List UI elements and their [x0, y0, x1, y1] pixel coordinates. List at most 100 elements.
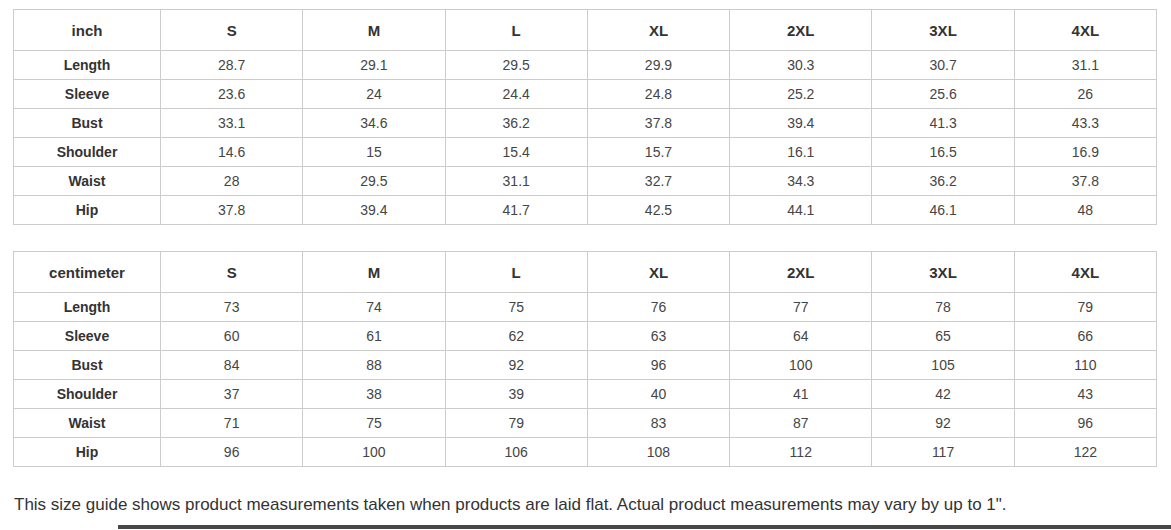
value-cell: 64 [730, 322, 872, 351]
value-cell: 106 [445, 438, 587, 467]
size-table-centimeter: centimeterSMLXL2XL3XL4XLLength7374757677… [13, 251, 1157, 467]
row-label: Shoulder [14, 380, 161, 409]
row-label: Bust [14, 109, 161, 138]
measurement-row: Length28.729.129.529.930.330.731.1 [14, 51, 1157, 80]
value-cell: 83 [587, 409, 729, 438]
value-cell: 29.9 [587, 51, 729, 80]
size-column-header: 4XL [1014, 252, 1156, 293]
measurement-row: Waist2829.531.132.734.336.237.8 [14, 167, 1157, 196]
value-cell: 41.3 [872, 109, 1014, 138]
measurement-row: Sleeve60616263646566 [14, 322, 1157, 351]
value-cell: 92 [445, 351, 587, 380]
value-cell: 41 [730, 380, 872, 409]
value-cell: 37.8 [1014, 167, 1156, 196]
size-column-header: 2XL [730, 252, 872, 293]
row-label: Hip [14, 196, 161, 225]
value-cell: 16.5 [872, 138, 1014, 167]
size-column-header: XL [587, 10, 729, 51]
size-column-header: S [161, 10, 303, 51]
value-cell: 37.8 [161, 196, 303, 225]
value-cell: 37 [161, 380, 303, 409]
unit-header-cell: centimeter [14, 252, 161, 293]
value-cell: 79 [445, 409, 587, 438]
value-cell: 31.1 [1014, 51, 1156, 80]
value-cell: 29.1 [303, 51, 445, 80]
value-cell: 75 [303, 409, 445, 438]
size-guide-page: inchSMLXL2XL3XL4XLLength28.729.129.529.9… [0, 0, 1171, 530]
value-cell: 44.1 [730, 196, 872, 225]
value-cell: 122 [1014, 438, 1156, 467]
size-column-header: M [303, 10, 445, 51]
value-cell: 29.5 [303, 167, 445, 196]
value-cell: 38 [303, 380, 445, 409]
value-cell: 33.1 [161, 109, 303, 138]
value-cell: 48 [1014, 196, 1156, 225]
measurement-row: Hip96100106108112117122 [14, 438, 1157, 467]
row-label: Waist [14, 409, 161, 438]
value-cell: 39.4 [303, 196, 445, 225]
value-cell: 36.2 [445, 109, 587, 138]
size-column-header: 2XL [730, 10, 872, 51]
header-row: inchSMLXL2XL3XL4XL [14, 10, 1157, 51]
size-column-header: L [445, 252, 587, 293]
value-cell: 105 [872, 351, 1014, 380]
value-cell: 78 [872, 293, 1014, 322]
row-label: Sleeve [14, 80, 161, 109]
measurement-row: Waist71757983879296 [14, 409, 1157, 438]
size-column-header: XL [587, 252, 729, 293]
value-cell: 30.7 [872, 51, 1014, 80]
header-row: centimeterSMLXL2XL3XL4XL [14, 252, 1157, 293]
value-cell: 74 [303, 293, 445, 322]
measurement-row: Sleeve23.62424.424.825.225.626 [14, 80, 1157, 109]
value-cell: 32.7 [587, 167, 729, 196]
row-label: Hip [14, 438, 161, 467]
value-cell: 16.9 [1014, 138, 1156, 167]
value-cell: 39 [445, 380, 587, 409]
value-cell: 41.7 [445, 196, 587, 225]
size-tables-container: inchSMLXL2XL3XL4XLLength28.729.129.529.9… [0, 0, 1171, 467]
value-cell: 43.3 [1014, 109, 1156, 138]
value-cell: 87 [730, 409, 872, 438]
value-cell: 63 [587, 322, 729, 351]
value-cell: 34.6 [303, 109, 445, 138]
value-cell: 96 [1014, 409, 1156, 438]
value-cell: 30.3 [730, 51, 872, 80]
size-column-header: 3XL [872, 252, 1014, 293]
value-cell: 25.2 [730, 80, 872, 109]
size-column-header: S [161, 252, 303, 293]
value-cell: 26 [1014, 80, 1156, 109]
measurement-row: Shoulder37383940414243 [14, 380, 1157, 409]
value-cell: 100 [303, 438, 445, 467]
value-cell: 24.4 [445, 80, 587, 109]
value-cell: 108 [587, 438, 729, 467]
value-cell: 15 [303, 138, 445, 167]
size-column-header: L [445, 10, 587, 51]
size-table-inch: inchSMLXL2XL3XL4XLLength28.729.129.529.9… [13, 9, 1157, 225]
measurement-row: Bust84889296100105110 [14, 351, 1157, 380]
value-cell: 42 [872, 380, 1014, 409]
row-label: Sleeve [14, 322, 161, 351]
value-cell: 25.6 [872, 80, 1014, 109]
value-cell: 62 [445, 322, 587, 351]
value-cell: 110 [1014, 351, 1156, 380]
value-cell: 24.8 [587, 80, 729, 109]
value-cell: 43 [1014, 380, 1156, 409]
value-cell: 29.5 [445, 51, 587, 80]
value-cell: 16.1 [730, 138, 872, 167]
measurement-row: Bust33.134.636.237.839.441.343.3 [14, 109, 1157, 138]
value-cell: 76 [587, 293, 729, 322]
value-cell: 112 [730, 438, 872, 467]
value-cell: 28.7 [161, 51, 303, 80]
horizontal-scrollbar-thumb[interactable] [118, 525, 1171, 529]
value-cell: 79 [1014, 293, 1156, 322]
value-cell: 66 [1014, 322, 1156, 351]
value-cell: 24 [303, 80, 445, 109]
value-cell: 46.1 [872, 196, 1014, 225]
value-cell: 42.5 [587, 196, 729, 225]
value-cell: 117 [872, 438, 1014, 467]
unit-header-cell: inch [14, 10, 161, 51]
row-label: Shoulder [14, 138, 161, 167]
value-cell: 100 [730, 351, 872, 380]
value-cell: 36.2 [872, 167, 1014, 196]
value-cell: 39.4 [730, 109, 872, 138]
